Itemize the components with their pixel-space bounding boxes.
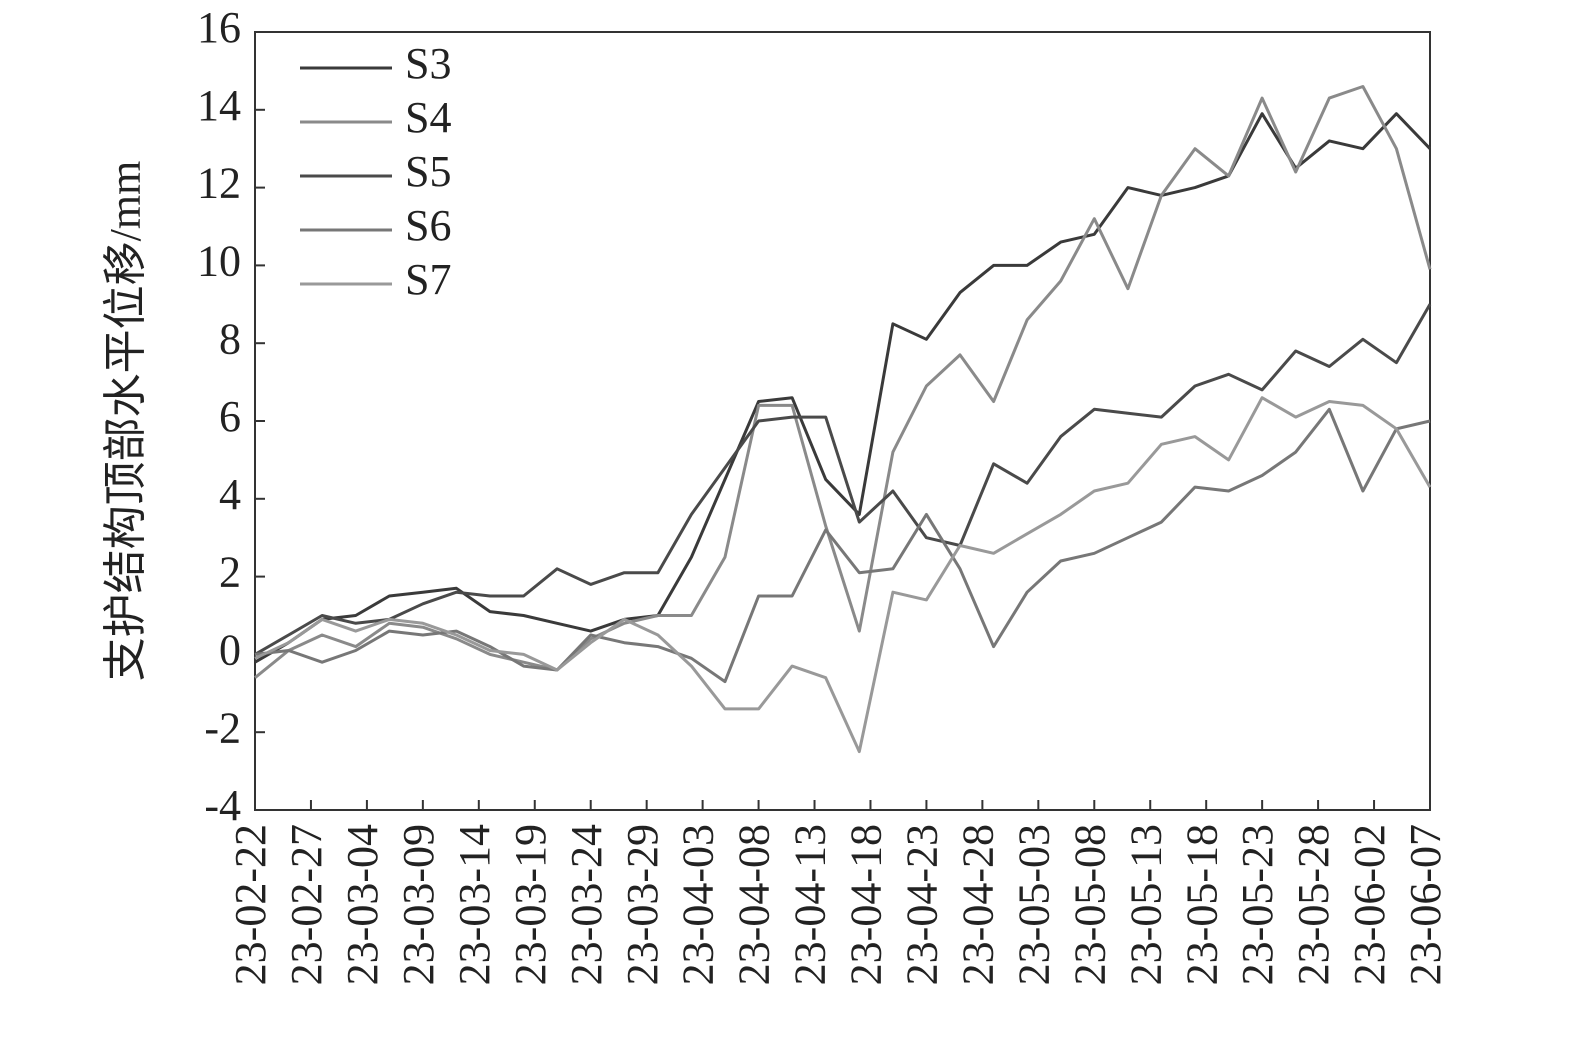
legend-label: S6 (405, 201, 451, 250)
y-tick-label: 2 (219, 548, 241, 597)
x-tick-label: 23-05-08 (1065, 824, 1114, 985)
x-tick-label: 23-06-02 (1345, 824, 1394, 985)
x-tick-label: 23-06-07 (1401, 824, 1450, 985)
legend-label: S3 (405, 39, 451, 88)
x-tick-label: 23-05-23 (1233, 824, 1282, 985)
series-line (254, 396, 1432, 754)
x-tick-label: 23-04-08 (730, 824, 779, 985)
x-tick-label: 23-03-09 (394, 824, 443, 985)
legend-label: S5 (405, 147, 451, 196)
x-tick-label: 23-03-29 (618, 824, 667, 985)
y-axis-title: 支护结构顶部水平位移/mm (101, 161, 150, 682)
series-line (254, 303, 1432, 656)
x-tick-label: 23-05-18 (1177, 824, 1226, 985)
x-tick-label: 23-02-27 (282, 824, 331, 985)
y-tick-label: 12 (197, 159, 241, 208)
y-tick-label: -2 (204, 703, 241, 752)
x-tick-label: 23-05-28 (1289, 824, 1338, 985)
x-tick-label: 23-03-19 (506, 824, 555, 985)
legend-label: S4 (405, 93, 451, 142)
x-tick-label: 23-02-22 (226, 824, 275, 985)
y-tick-label: 0 (219, 625, 241, 674)
x-tick-label: 23-05-13 (1121, 824, 1170, 985)
y-tick-label: 14 (197, 81, 241, 130)
x-tick-label: 23-03-24 (562, 824, 611, 985)
x-tick-label: 23-05-03 (1009, 824, 1058, 985)
y-tick-label: 8 (219, 314, 241, 363)
x-tick-label: 23-04-18 (842, 824, 891, 985)
series-line (254, 85, 1432, 679)
y-tick-label: 4 (219, 470, 241, 519)
x-tick-label: 23-04-28 (953, 824, 1002, 985)
y-tick-label: -4 (204, 781, 241, 830)
legend-label: S7 (405, 255, 451, 304)
x-tick-label: 23-04-03 (674, 824, 723, 985)
x-tick-label: 23-04-23 (898, 824, 947, 985)
x-tick-label: 23-03-14 (450, 824, 499, 985)
series-line (254, 407, 1431, 684)
y-tick-label: 10 (197, 236, 241, 285)
y-tick-label: 6 (219, 392, 241, 441)
x-tick-label: 23-04-13 (786, 824, 835, 985)
y-tick-label: 16 (197, 3, 241, 52)
x-tick-label: 23-03-04 (338, 824, 387, 985)
